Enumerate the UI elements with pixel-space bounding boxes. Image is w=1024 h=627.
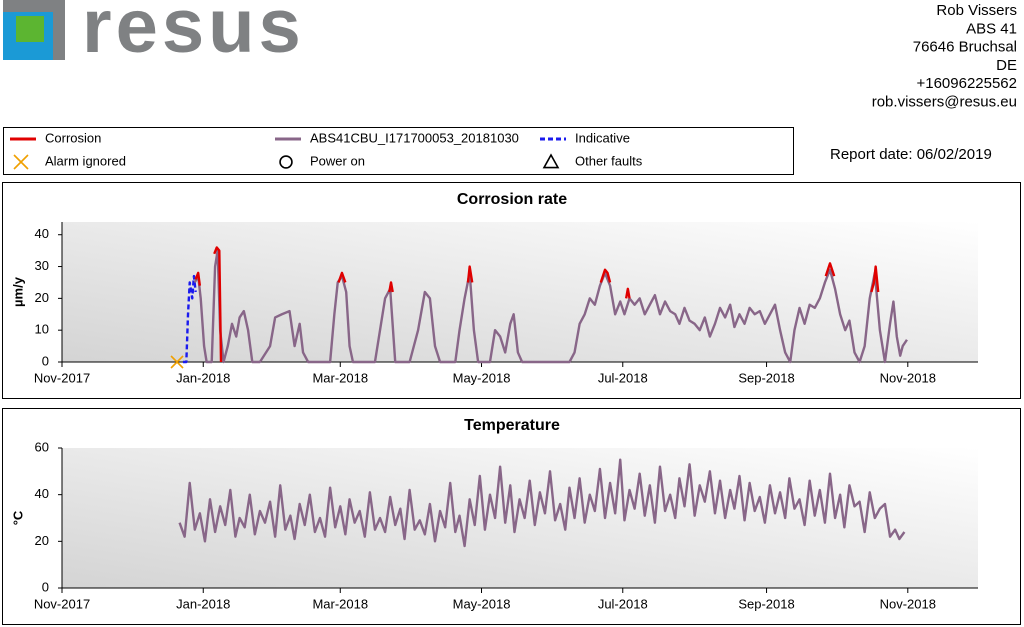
y-tick-label: 40 (35, 226, 49, 241)
address-line: DE (996, 57, 1017, 74)
y-tick-label: 60 (35, 439, 49, 454)
x-tick-label: Nov-2017 (34, 596, 90, 611)
logo-icon (16, 16, 44, 42)
legend: Corrosion ABS41CBU_I171700053_20181030 Ind… (10, 130, 643, 170)
x-tick-label: May-2018 (453, 596, 511, 611)
legend-label: Alarm ignored (45, 153, 126, 168)
x-tick-label: Nov-2018 (880, 370, 936, 385)
chart: Corrosion rate µm/y 0 10 20 30 40 Nov-2017 Jan-2… (2, 182, 1021, 399)
address-line: +16096225562 (916, 75, 1017, 92)
y-tick-label: 20 (35, 533, 49, 548)
fault-marker (542, 153, 560, 169)
y-tick-label: 20 (35, 290, 49, 305)
address-line: rob.vissers@resus.eu (872, 93, 1017, 110)
series-line (178, 458, 906, 548)
logo-text: resus (82, 0, 305, 69)
address-line: ABS 41 (966, 20, 1017, 37)
y-axis-label: °C (10, 510, 25, 525)
x-tick-label: Mar-2018 (312, 596, 368, 611)
x-tick-label: Sep-2018 (738, 370, 794, 385)
x-tick-label: Jan-2018 (176, 370, 230, 385)
y-tick-label: 10 (35, 322, 49, 337)
legend-label: ABS41CBU_I171700053_20181030 (310, 130, 519, 145)
x-tick-label: Jan-2018 (176, 596, 230, 611)
series-line (194, 246, 880, 363)
alarm-marker (170, 355, 184, 369)
x-tick-label: Nov-2018 (880, 596, 936, 611)
y-tick-label: 0 (42, 353, 49, 368)
x-tick-label: Mar-2018 (312, 370, 368, 385)
x-tick-label: May-2018 (453, 370, 511, 385)
y-tick-label: 40 (35, 486, 49, 501)
power-marker (279, 155, 293, 169)
chart-title: Corrosion rate (457, 191, 567, 208)
x-tick-label: Nov-2017 (34, 370, 90, 385)
y-tick-label: 30 (35, 258, 49, 273)
report-date: Report date: 06/02/2019 (830, 146, 992, 163)
x-tick-label: Sep-2018 (738, 596, 794, 611)
chart: Temperature °C 0 20 40 60 Nov-2017 Jan-2018 Mar-… (2, 408, 1021, 625)
y-axis-label: µm/y (10, 276, 25, 307)
series-line (182, 274, 197, 364)
x-tick-label: Jul-2018 (598, 596, 648, 611)
logo: resus (3, 0, 305, 69)
address-line: Rob Vissers (936, 2, 1017, 19)
legend-label: Power on (310, 153, 365, 168)
y-tick-label: 0 (42, 579, 49, 594)
series-line (193, 249, 908, 364)
legend-label: Other faults (575, 153, 643, 168)
x-tick-label: Jul-2018 (598, 370, 648, 385)
chart-title: Temperature (464, 417, 560, 434)
address-line: 76646 Bruchsal (913, 39, 1017, 56)
legend-label: Corrosion (45, 130, 101, 145)
legend-box (3, 127, 794, 175)
alarm-marker (13, 154, 29, 170)
legend-label: Indicative (575, 130, 630, 145)
